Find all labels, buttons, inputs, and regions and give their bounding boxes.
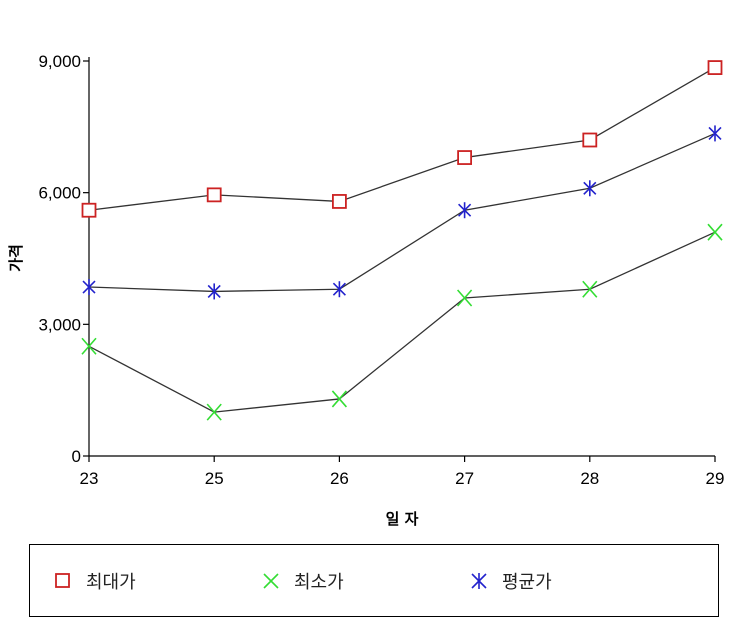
data-point [332,281,346,298]
series-line-1 [88,231,716,413]
x-tick-label: 27 [455,469,474,488]
series-lines [88,67,716,413]
x-tick-label: 25 [205,469,224,488]
legend-label-min: 최소가 [294,571,344,593]
data-point [331,390,348,408]
data-point [582,132,598,148]
data-point [582,280,598,298]
series-line-0 [88,67,716,211]
asterisk-marker-icon [471,572,487,589]
data-point [206,403,222,421]
x-tick-label: 29 [706,469,725,488]
data-point [458,202,472,219]
legend-label-max: 최대가 [86,571,136,593]
x-axis-ticks: 23 25 26 27 28 29 [80,456,725,488]
data-point [81,337,97,355]
data-point [456,289,473,307]
data-point [207,283,221,300]
legend: 최대가 최소가 평균가 [29,544,719,617]
x-marker-icon [263,572,279,589]
x-tick-label: 23 [80,469,99,488]
data-point [81,202,97,218]
data-point [331,194,347,209]
y-tick-label: 3,000 [38,315,81,334]
y-tick-label: 0 [72,447,81,466]
data-point [707,223,723,241]
series-markers [81,60,723,421]
chart-axes [88,57,715,457]
data-point [457,150,473,165]
y-axis-ticks: 0 3,000 6,000 9,000 [38,52,89,466]
x-tick-label: 26 [330,469,349,488]
series-line-2 [88,132,716,293]
x-axis-title: 일 자 [386,510,419,528]
line-chart: 0 3,000 6,000 9,000 23 25 26 27 28 29 일 자 가격 [7,52,725,528]
data-point [82,279,96,296]
legend-item-avg: 평균가 [470,545,552,616]
square-marker-icon [55,572,70,588]
x-tick-label: 28 [580,469,599,488]
data-point [583,180,597,197]
legend-item-max: 최대가 [54,545,136,616]
y-tick-label: 6,000 [38,184,81,203]
y-axis-title: 가격 [7,244,25,272]
data-point [206,187,222,203]
legend-item-min: 최소가 [262,545,344,616]
legend-label-avg: 평균가 [502,571,552,593]
y-tick-label: 9,000 [38,52,81,71]
data-point [707,60,723,75]
data-point [708,125,722,142]
